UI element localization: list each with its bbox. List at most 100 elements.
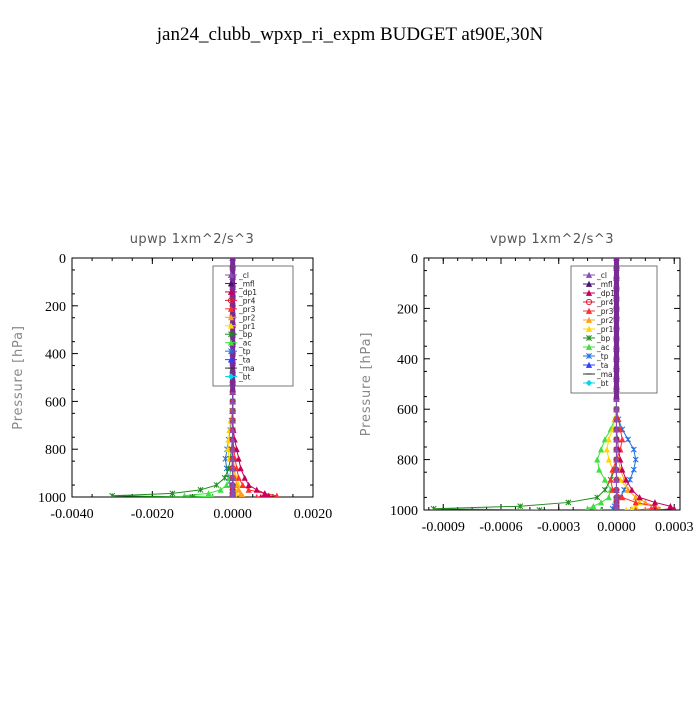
legend-label: _cl	[596, 271, 607, 280]
y-axis-label: Pressure [hPa]	[359, 332, 374, 436]
y-tick-label: 600	[45, 395, 66, 410]
x-tick-label: -0.0020	[131, 507, 174, 522]
legend-swatch-marker	[227, 322, 235, 329]
y-tick-label: 400	[45, 348, 66, 363]
series-point-cl	[613, 466, 620, 473]
series-point-dp1	[619, 466, 626, 473]
legend: _cl_mfl_dp1_pr4_pr3_pr2_pr1_bp_ac_tp_ta_…	[212, 265, 294, 387]
series-point-dp1	[651, 499, 659, 506]
legend-label: _pr3	[238, 305, 256, 314]
series-point-ac	[601, 436, 609, 443]
series-point-dp1	[253, 486, 260, 493]
legend-swatch-marker	[586, 335, 592, 341]
series-point-dp1	[237, 465, 244, 472]
legend: _cl_mfl_dp1_pr4_pr3_pr2_pr1_bp_ac_tp_ta_…	[570, 265, 658, 394]
series-point-tp	[625, 436, 631, 443]
series-point-dp1	[623, 476, 630, 483]
series-point-dp1	[235, 455, 242, 462]
legend-label: _tp	[238, 347, 251, 356]
legend-label: _bt	[238, 373, 251, 382]
series-point-ac	[223, 481, 230, 488]
series-point-cl	[229, 455, 236, 462]
series-point-ac	[596, 466, 603, 473]
series-point-cl	[613, 416, 620, 423]
series-point-tp	[632, 456, 639, 463]
series-point-pr3	[619, 494, 626, 501]
y-tick-label: 1000	[390, 504, 418, 519]
series-point-dp1	[233, 445, 240, 453]
series-point-pr3	[607, 476, 614, 483]
legend-label: _ac	[596, 343, 609, 352]
legend-label: _ac	[238, 339, 251, 348]
series-group	[430, 258, 677, 510]
y-tick-label: 200	[45, 300, 66, 315]
legend-swatch-marker	[585, 316, 593, 323]
series-point-cl	[613, 456, 620, 463]
series-point-pr1	[624, 506, 628, 510]
series-point-cl	[613, 486, 620, 493]
legend-label: _bp	[238, 330, 253, 339]
series-point-bp	[594, 494, 601, 501]
y-tick-label: 800	[45, 443, 66, 458]
legend-label: _pr3	[596, 307, 614, 316]
series-point-bp	[430, 505, 437, 510]
series-point-dp1	[636, 494, 643, 501]
legend-label: _pr4	[238, 296, 256, 305]
series-point-bp	[189, 494, 196, 497]
legend-label: _mfl	[238, 279, 255, 288]
series-point-pr3	[648, 505, 654, 510]
chart-panel-1: upwp 1xm^2/s^3 Pressure [hPa] 0 200 400 600 80…	[11, 232, 332, 522]
series-point-ac	[217, 486, 224, 493]
series-point-dp1	[245, 481, 252, 488]
x-tick-label: -0.0006	[479, 520, 522, 535]
plot-frame	[423, 257, 681, 511]
series-point-cl	[229, 474, 236, 481]
y-tick-label: 200	[397, 302, 418, 317]
series-point-cl	[229, 407, 236, 414]
series-point-pr3	[245, 486, 252, 493]
legend-swatch-marker	[585, 298, 593, 306]
series-point-cl	[229, 465, 236, 472]
series-point-cl	[613, 476, 620, 483]
series-point-cl	[229, 417, 236, 424]
y-axis-label: Pressure [hPa]	[11, 325, 26, 429]
series-point-dp1	[667, 502, 674, 510]
series-point-ac	[597, 446, 605, 453]
series-point-pr3	[235, 474, 242, 481]
y-tick-label: 600	[397, 403, 418, 418]
series-point-ac	[205, 490, 212, 497]
x-tick-label: -0.0003	[537, 520, 580, 535]
y-tick-label: 1000	[38, 491, 66, 506]
series-point-pr1	[629, 505, 635, 510]
series-point-bp	[601, 486, 608, 493]
series-point-bp	[221, 474, 228, 481]
series-point-cl	[231, 493, 235, 497]
series-point-pr1	[605, 436, 612, 443]
legend-label: _pr4	[596, 298, 614, 307]
x-tick-label: 0.0003	[655, 520, 694, 535]
series-point-cl	[229, 445, 236, 453]
series-point-bp	[169, 490, 176, 497]
legend-swatch-marker	[585, 343, 593, 350]
series-point-cl	[229, 436, 236, 443]
series-point-cl	[614, 506, 619, 510]
legend-label: _bp	[596, 334, 611, 343]
legend-swatch-marker	[227, 305, 235, 312]
legend-label: _pr1	[596, 325, 614, 334]
x-tick-label: -0.0009	[422, 520, 465, 535]
legend-swatch-marker	[585, 280, 593, 287]
series-point-bp	[213, 482, 220, 489]
legend-swatch-marker	[227, 339, 235, 346]
legend-swatch-marker	[585, 271, 593, 278]
series-point-ac	[585, 505, 590, 510]
series-point-dp1	[241, 474, 248, 481]
series-point-pr3	[619, 436, 626, 443]
series-point-dp1	[261, 490, 268, 497]
series-point-ac	[210, 493, 215, 497]
series-point-cl	[613, 436, 620, 443]
legend-label: _cl	[238, 271, 249, 280]
legend-swatch-marker	[585, 289, 593, 296]
series-point-pr3	[274, 492, 280, 497]
